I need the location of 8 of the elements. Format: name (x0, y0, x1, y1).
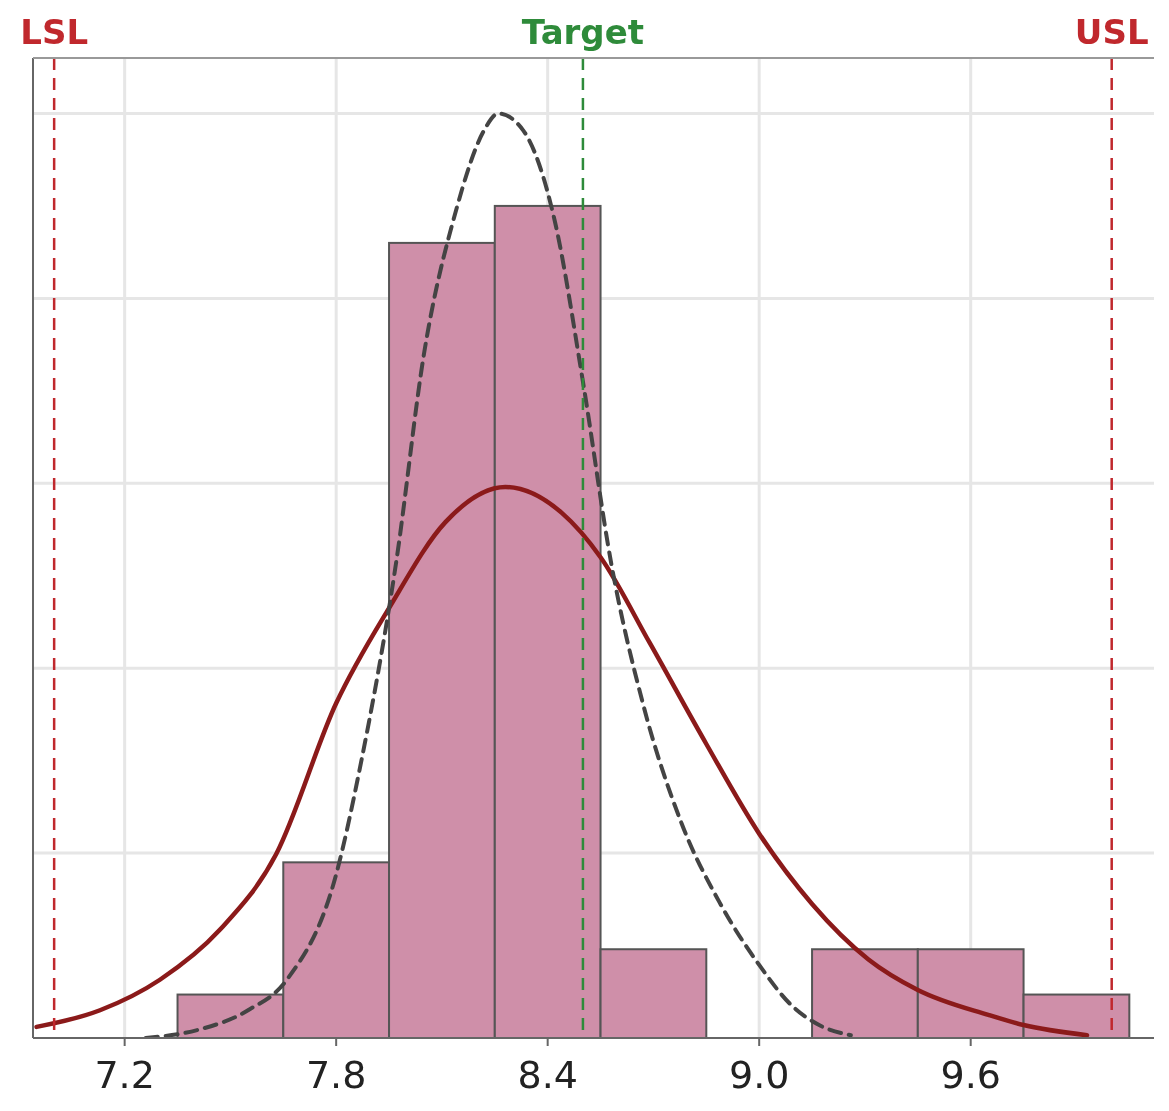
x-tick-label: 9.0 (728, 1053, 790, 1097)
ref-line-label: LSL (20, 12, 89, 52)
ref-line-label: Target (521, 12, 645, 52)
x-tick-label: 7.8 (305, 1053, 367, 1097)
x-tick-label: 8.4 (517, 1053, 578, 1097)
x-tick-label: 7.2 (94, 1053, 155, 1097)
ref-line-label: USL (1074, 12, 1149, 52)
x-tick-label: 9.6 (940, 1053, 1001, 1097)
